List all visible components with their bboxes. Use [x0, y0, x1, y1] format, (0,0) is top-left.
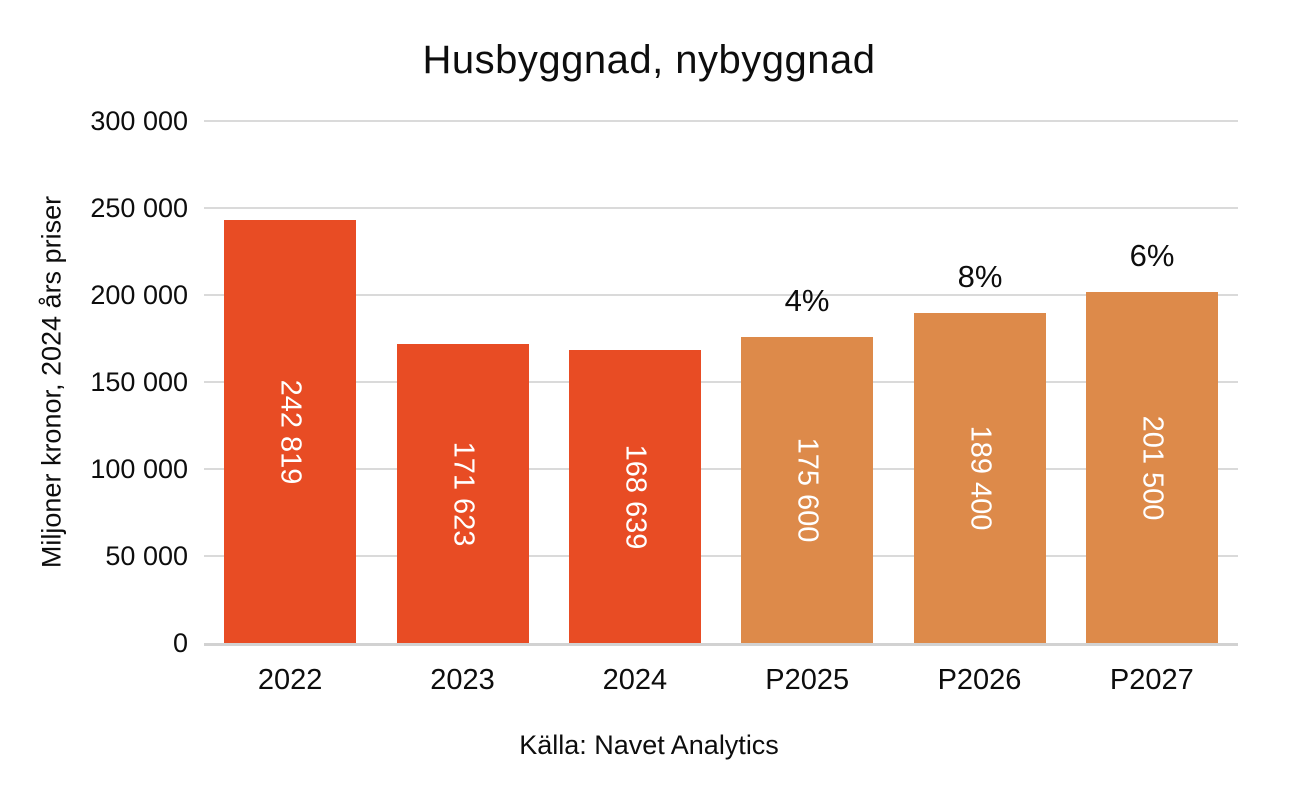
- y-tick-label: 200 000: [90, 280, 188, 310]
- bar-percentage-annotation: 6%: [1129, 238, 1175, 273]
- gridline: [204, 294, 1238, 296]
- source-caption: Källa: Navet Analytics: [519, 730, 779, 760]
- y-tick-label: 100 000: [90, 454, 188, 484]
- bar-percentage-annotation: 8%: [957, 259, 1003, 294]
- x-tick-label-P2027: P2027: [1109, 664, 1194, 696]
- gridline: [204, 120, 1238, 122]
- bar-P2026: 189 400: [914, 313, 1046, 643]
- y-tick-label: 0: [172, 628, 188, 658]
- y-tick-label: 250 000: [90, 193, 188, 223]
- chart-title: Husbyggnad, nybyggnad: [422, 38, 876, 82]
- y-tick-label: 150 000: [90, 367, 188, 397]
- bar-P2027: 201 500: [1086, 292, 1218, 643]
- x-tick-label-P2025: P2025: [765, 664, 850, 696]
- gridline: [204, 555, 1238, 557]
- bar-2024: 168 639: [569, 350, 701, 643]
- x-tick-label-2023: 2023: [430, 664, 495, 696]
- x-tick-label-P2026: P2026: [937, 664, 1022, 696]
- bar-2023: 171 623: [397, 344, 529, 643]
- bar-value-label: 175 600: [791, 437, 824, 543]
- y-tick-label: 50 000: [105, 541, 188, 571]
- gridline: [204, 468, 1238, 470]
- bar-value-label: 168 639: [619, 444, 652, 549]
- bar-2022: 242 819: [224, 220, 356, 643]
- bar-percentage-annotation: 4%: [784, 283, 830, 318]
- bar-value-label: 201 500: [1136, 415, 1169, 520]
- gridline: [204, 207, 1238, 209]
- bar-value-label: 189 400: [964, 425, 997, 531]
- x-tick-label-2022: 2022: [257, 664, 323, 696]
- plot-area: 242 819 171 623 168 639 175 600 4% 189 400 8% 2…: [204, 120, 1238, 646]
- bar-P2025: 175 600: [741, 337, 873, 643]
- gridline: [204, 381, 1238, 383]
- bar-value-label: 171 623: [447, 441, 480, 546]
- x-tick-label-2024: 2024: [602, 664, 668, 696]
- bar-value-label: 242 819: [274, 379, 307, 484]
- y-tick-label: 300 000: [90, 106, 188, 136]
